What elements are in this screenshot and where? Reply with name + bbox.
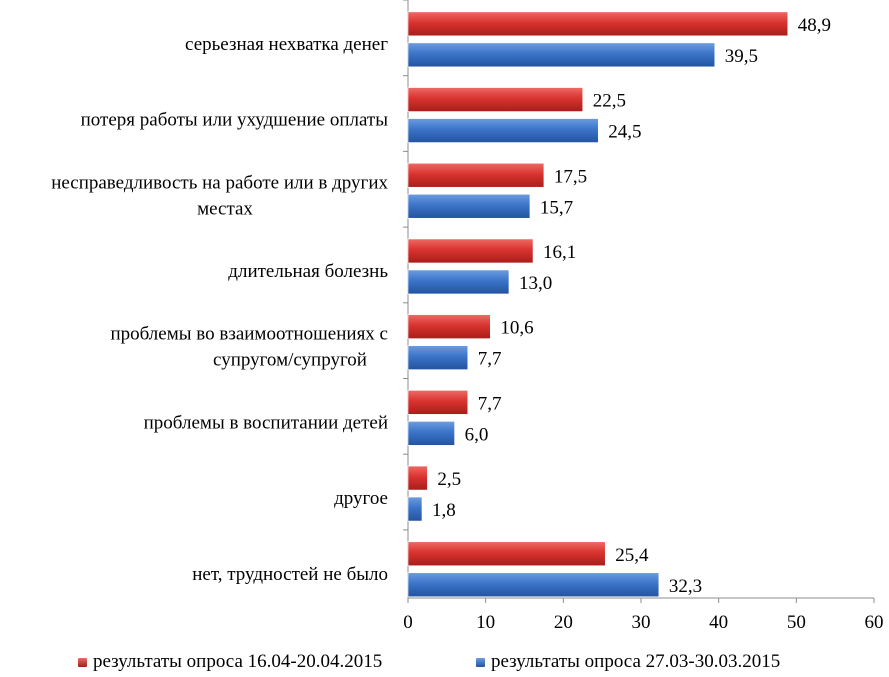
legend-item-series-1: результаты опроса 16.04-20.04.2015 — [78, 651, 382, 673]
category-label: проблемы во взаимоотношениях с — [110, 324, 388, 345]
data-label-series-1: 2,5 — [437, 469, 461, 490]
bar-series-1 — [407, 314, 491, 339]
data-label-series-2: 15,7 — [540, 197, 573, 218]
legend-item-series-2: результаты опроса 27.03-30.03.2015 — [476, 651, 780, 673]
bar-chart: 0 10 20 30 40 50 60 серьезная нехватка денег 48… — [51, 0, 884, 633]
bar-series-1 — [407, 541, 606, 567]
data-label-series-1: 17,5 — [554, 166, 587, 187]
data-label-series-1: 16,1 — [543, 242, 576, 263]
x-tick-label: 0 — [403, 612, 413, 633]
category-label: проблемы в воспитании детей — [144, 412, 388, 433]
data-label-series-2: 39,5 — [725, 46, 758, 67]
bars — [407, 11, 789, 598]
bar-series-1 — [407, 162, 545, 188]
data-label-series-2: 1,8 — [432, 500, 456, 521]
data-label-series-1: 25,4 — [615, 545, 649, 566]
x-tick-label: 40 — [709, 612, 728, 633]
category-label: длительная болезнь — [228, 261, 388, 282]
bar-series-2 — [407, 421, 455, 446]
x-tick-label: 10 — [476, 612, 495, 633]
data-label-series-1: 48,9 — [798, 15, 831, 36]
legend: результаты опроса 16.04-20.04.2015 резул… — [0, 651, 889, 677]
bar-series-2 — [407, 572, 660, 598]
category-label: потеря работы или ухудшение оплаты — [81, 110, 389, 131]
bar-series-2 — [407, 118, 599, 143]
legend-swatch-series-1 — [78, 657, 87, 667]
bar-series-2 — [407, 269, 510, 295]
category-label: супругом/супругой — [213, 350, 367, 371]
data-label-series-2: 7,7 — [478, 349, 502, 370]
bar-series-2 — [407, 496, 423, 522]
x-tick-label: 30 — [632, 612, 651, 633]
bar-series-2 — [407, 42, 716, 68]
axes: 0 10 20 30 40 50 60 — [403, 0, 884, 633]
data-label-series-1: 7,7 — [478, 393, 502, 414]
category-label: другое — [334, 488, 388, 509]
data-label-series-1: 22,5 — [593, 91, 626, 112]
data-label-series-2: 13,0 — [519, 273, 552, 294]
x-tick-label: 60 — [865, 612, 884, 633]
category-label: несправедливость на работе или в других — [51, 172, 388, 193]
category-label: нет, трудностей не было — [192, 564, 388, 585]
bar-series-1 — [407, 238, 534, 264]
bar-series-1 — [407, 87, 584, 112]
x-tick-label: 50 — [787, 612, 806, 633]
category-label: серьезная нехватка денег — [185, 34, 388, 55]
bar-series-1 — [407, 465, 428, 491]
x-tick-label: 20 — [554, 612, 573, 633]
bar-series-2 — [407, 193, 531, 219]
legend-swatch-series-2 — [476, 657, 485, 667]
category-label: местах — [197, 198, 253, 219]
bar-series-2 — [407, 345, 469, 370]
data-label-series-1: 10,6 — [500, 318, 533, 339]
bar-series-1 — [407, 11, 789, 37]
legend-label-series-1: результаты опроса 16.04-20.04.2015 — [93, 651, 383, 672]
legend-label-series-2: результаты опроса 27.03-30.03.2015 — [491, 651, 781, 672]
data-label-series-2: 6,0 — [465, 424, 489, 445]
data-label-series-2: 24,5 — [608, 122, 641, 143]
labels: серьезная нехватка денег 48,9 39,5 потеря р… — [51, 15, 831, 597]
data-label-series-2: 32,3 — [669, 576, 702, 597]
bar-series-1 — [407, 390, 469, 415]
